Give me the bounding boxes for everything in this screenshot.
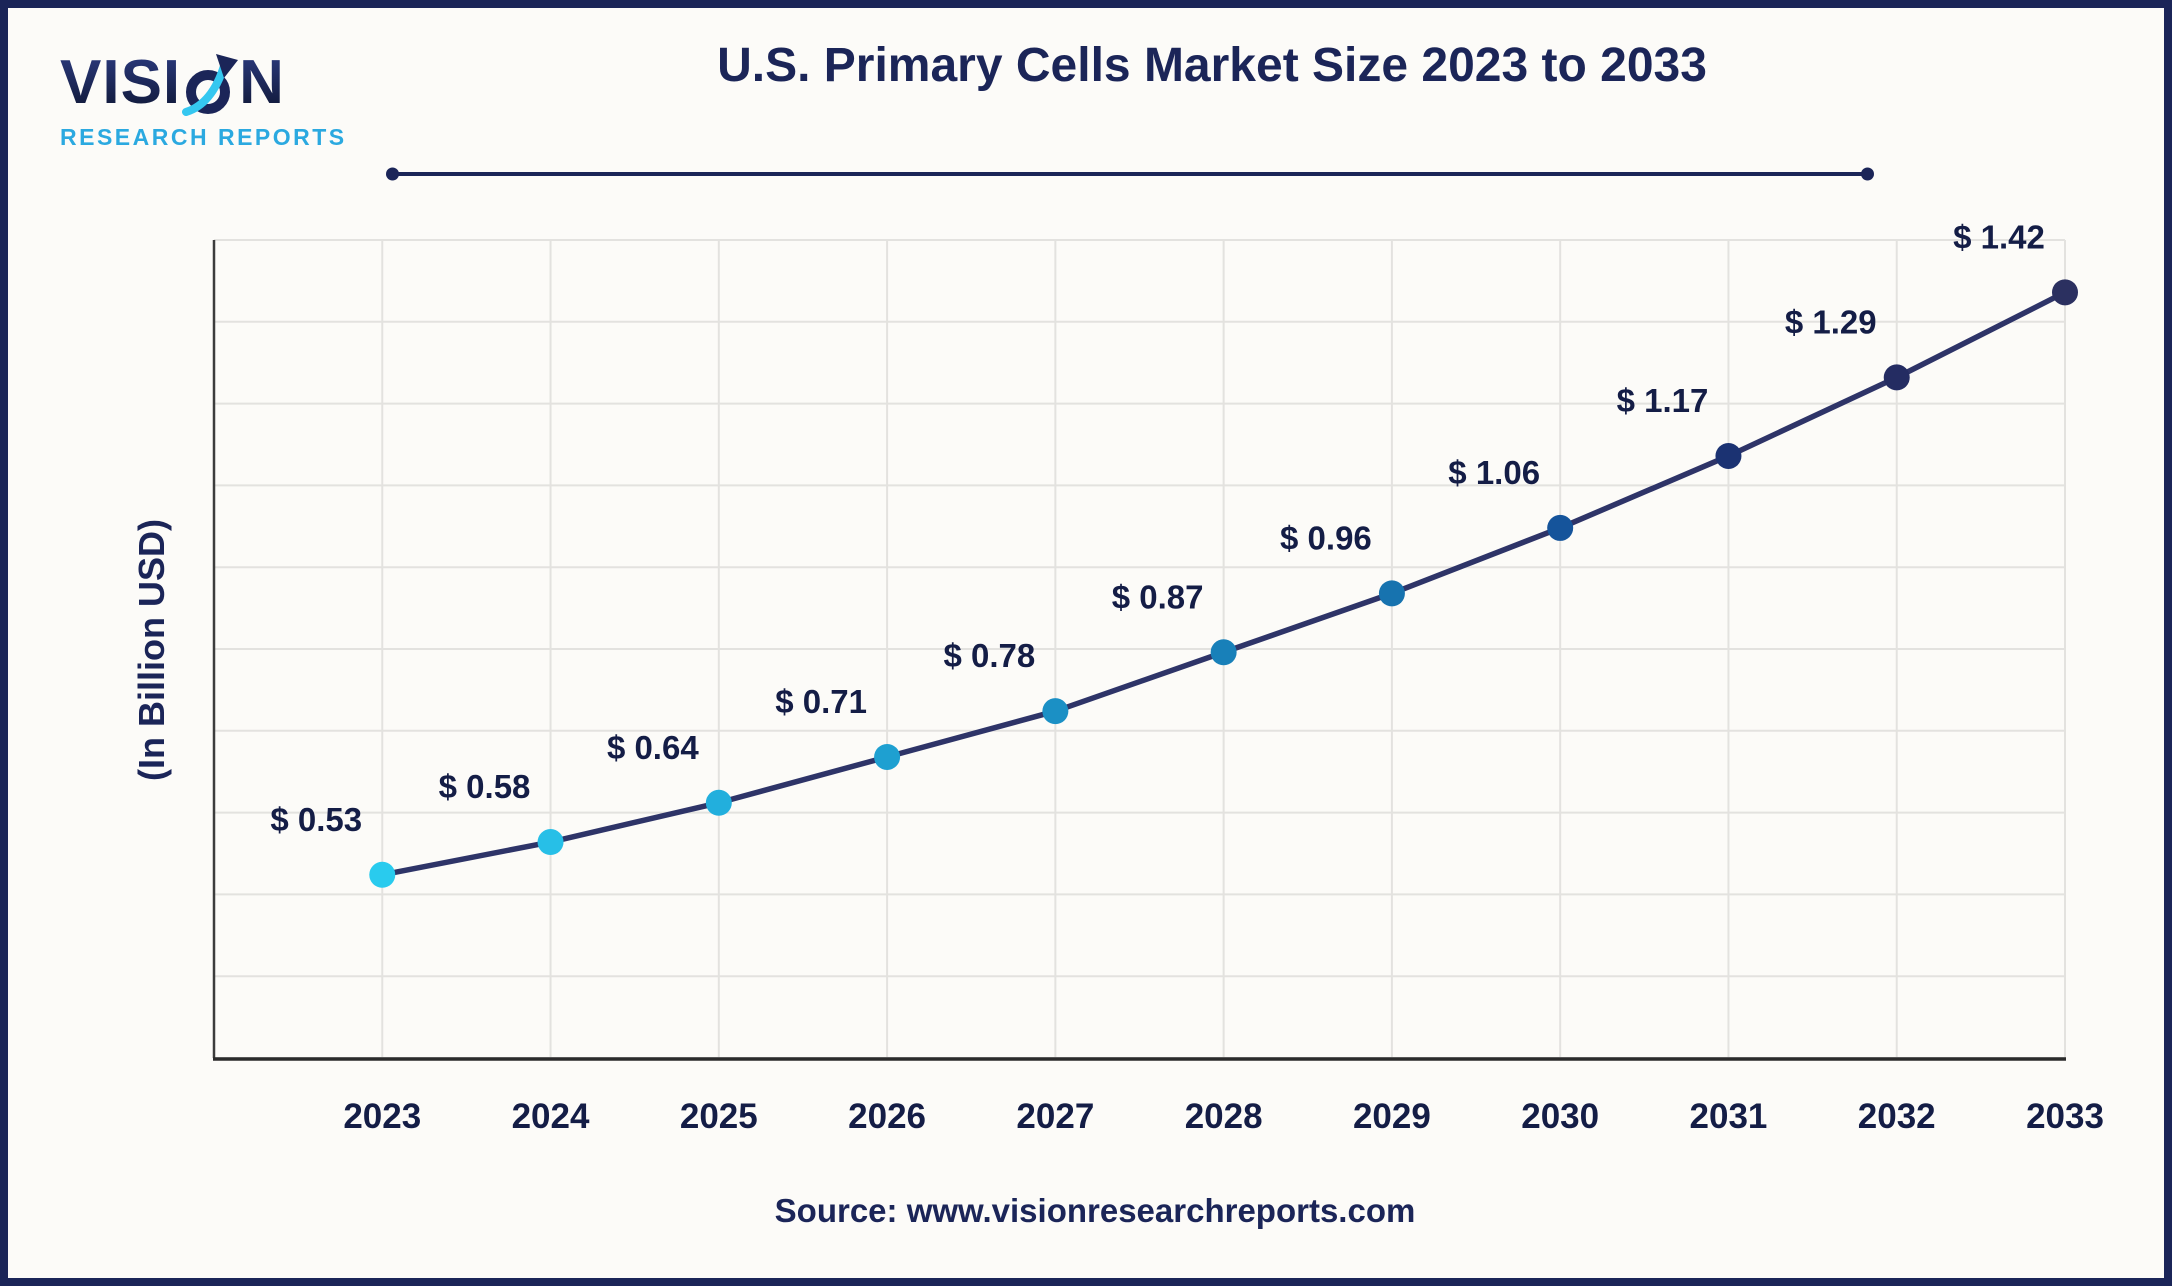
data-point: [1210, 639, 1237, 666]
underline-left-dot-icon: [386, 167, 399, 181]
data-label: $ 1.29: [1785, 303, 1877, 340]
arrow-through-o-icon: [182, 54, 239, 116]
x-axis-label: 2030: [1521, 1097, 1599, 1136]
source-text: Source: www.visionresearchreports.com: [774, 1192, 1416, 1229]
x-axis-label: 2029: [1353, 1097, 1431, 1136]
brand-text-pre: VISI: [60, 48, 182, 117]
data-point: [1378, 580, 1405, 607]
x-axis-label: 2028: [1185, 1097, 1263, 1136]
data-point: [1547, 514, 1574, 541]
brand-text-post: N: [239, 48, 285, 117]
data-label: $ 0.71: [775, 683, 867, 720]
data-label: $ 1.06: [1448, 454, 1540, 491]
x-axis-label: 2033: [2026, 1097, 2104, 1136]
brand-text: VISI N: [60, 48, 420, 117]
data-label: $ 0.64: [607, 729, 699, 766]
x-axis-label: 2026: [848, 1097, 926, 1136]
x-axis-label: 2031: [1690, 1097, 1768, 1136]
logo: VISI N RESEARCH REPORTS: [60, 52, 420, 151]
data-point: [1883, 364, 1910, 391]
title-underline: [386, 167, 1874, 181]
data-point: [537, 829, 564, 856]
x-axis-label: 2024: [512, 1097, 590, 1136]
data-point: [874, 743, 901, 770]
x-axis-label: 2023: [343, 1097, 421, 1136]
data-label: $ 0.58: [439, 768, 531, 805]
data-point: [1715, 442, 1742, 469]
underline-right-dot-icon: [1861, 167, 1874, 181]
brand-subtitle: RESEARCH REPORTS: [60, 124, 347, 150]
data-label: $ 0.96: [1280, 519, 1372, 556]
data-point: [705, 789, 732, 816]
x-axis-label: 2027: [1016, 1097, 1094, 1136]
x-axis-label: 2032: [1858, 1097, 1936, 1136]
data-label: $ 1.17: [1617, 382, 1709, 419]
data-point: [1042, 698, 1069, 725]
x-axis-label: 2025: [680, 1097, 758, 1136]
data-point: [369, 861, 396, 888]
page-title: U.S. Primary Cells Market Size 2023 to 2…: [717, 39, 1707, 92]
data-point: [2052, 279, 2078, 306]
data-label: $ 0.53: [270, 801, 362, 838]
data-label: $ 1.42: [1953, 218, 2045, 255]
data-label: $ 0.78: [943, 637, 1035, 674]
data-label: $ 0.87: [1112, 578, 1204, 615]
